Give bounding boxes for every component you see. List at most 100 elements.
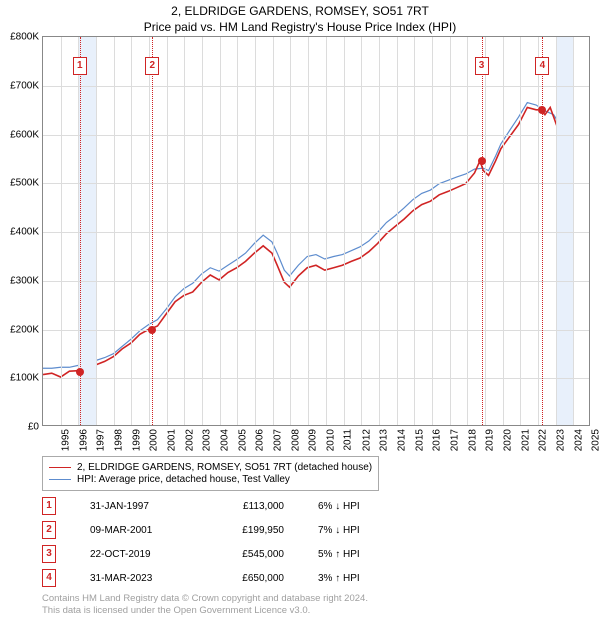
event-vline [542, 37, 543, 425]
gridline-v [344, 37, 345, 425]
ytick-label: £600K [10, 129, 39, 140]
gridline-v [538, 37, 539, 425]
gridline-v [414, 37, 415, 425]
xtick-label: 1999 [131, 429, 142, 451]
gridline-v [308, 37, 309, 425]
event-marker: 4 [535, 57, 549, 75]
title-line2: Price paid vs. HM Land Registry's House … [0, 20, 600, 34]
table-pct: 3% ↑ HPI [318, 573, 398, 584]
gridline-v [379, 37, 380, 425]
xtick-label: 1996 [78, 429, 89, 451]
gridline-v [220, 37, 221, 425]
series-subject [43, 107, 564, 377]
xtick-label: 2009 [308, 429, 319, 451]
xtick-label: 2015 [414, 429, 425, 451]
ytick-label: £300K [10, 275, 39, 286]
table-pct: 5% ↑ HPI [318, 549, 398, 560]
gridline-v [397, 37, 398, 425]
xtick-label: 2003 [202, 429, 213, 451]
xtick-label: 2011 [342, 429, 353, 451]
xtick-label: 2019 [485, 429, 496, 451]
gridline-v [114, 37, 115, 425]
title-line1: 2, ELDRIDGE GARDENS, ROMSEY, SO51 7RT [0, 4, 600, 18]
event-point [478, 157, 486, 165]
footer: Contains HM Land Registry data © Crown c… [42, 593, 590, 617]
xtick-label: 2010 [325, 429, 336, 451]
xtick-label: 2006 [255, 429, 266, 451]
chart-band [78, 37, 96, 425]
gridline-v [326, 37, 327, 425]
ytick-label: £800K [10, 32, 39, 43]
gridline-h [43, 232, 589, 233]
xtick-label: 2004 [219, 429, 230, 451]
gridline-v [432, 37, 433, 425]
gridline-v [556, 37, 557, 425]
ytick-label: £700K [10, 80, 39, 91]
xtick-label: 2024 [573, 429, 584, 451]
xtick-label: 2012 [361, 429, 372, 451]
event-point [76, 368, 84, 376]
xtick-label: 2008 [290, 429, 301, 451]
gridline-h [43, 330, 589, 331]
chart-area: £0£100K£200K£300K£400K£500K£600K£700K£80… [42, 36, 590, 426]
table-marker: 4 [42, 569, 56, 587]
event-vline [482, 37, 483, 425]
table-date: 22-OCT-2019 [90, 549, 180, 560]
gridline-v [96, 37, 97, 425]
legend: 2, ELDRIDGE GARDENS, ROMSEY, SO51 7RT (d… [42, 456, 379, 491]
table-pct: 7% ↓ HPI [318, 525, 398, 536]
legend-swatch [49, 479, 71, 480]
ytick-label: £0 [28, 422, 39, 433]
legend-label: HPI: Average price, detached house, Test… [77, 474, 290, 485]
table-marker: 1 [42, 497, 56, 515]
table-row: 209-MAR-2001£199,9507% ↓ HPI [42, 521, 590, 539]
xtick-label: 2016 [431, 429, 442, 451]
gridline-v [255, 37, 256, 425]
gridline-h [43, 135, 589, 136]
xtick-label: 2000 [149, 429, 160, 451]
legend-item: HPI: Average price, detached house, Test… [49, 474, 372, 485]
gridline-h [43, 281, 589, 282]
ytick-label: £500K [10, 178, 39, 189]
legend-label: 2, ELDRIDGE GARDENS, ROMSEY, SO51 7RT (d… [77, 462, 372, 473]
xtick-label: 1995 [60, 429, 71, 451]
xtick-label: 2021 [520, 429, 531, 451]
xtick-label: 2013 [378, 429, 389, 451]
event-marker: 2 [145, 57, 159, 75]
event-marker: 3 [475, 57, 489, 75]
xtick-label: 2018 [467, 429, 478, 451]
gridline-v [450, 37, 451, 425]
table-row: 322-OCT-2019£545,0005% ↑ HPI [42, 545, 590, 563]
table-price: £545,000 [214, 549, 284, 560]
gridline-v [467, 37, 468, 425]
chart-container: 2, ELDRIDGE GARDENS, ROMSEY, SO51 7RT Pr… [0, 0, 600, 617]
chart-band [556, 37, 574, 425]
gridline-v [184, 37, 185, 425]
gridline-h [43, 378, 589, 379]
table-pct: 6% ↓ HPI [318, 501, 398, 512]
ytick-label: £100K [10, 373, 39, 384]
events-table: 131-JAN-1997£113,0006% ↓ HPI209-MAR-2001… [42, 497, 590, 587]
table-marker: 2 [42, 521, 56, 539]
event-marker: 1 [73, 57, 87, 75]
xtick-label: 2014 [396, 429, 407, 451]
gridline-v [361, 37, 362, 425]
ytick-label: £200K [10, 324, 39, 335]
xtick-label: 2002 [184, 429, 195, 451]
legend-swatch [49, 467, 71, 468]
event-point [538, 106, 546, 114]
xtick-label: 2025 [591, 429, 600, 451]
xtick-label: 2020 [502, 429, 513, 451]
event-vline [152, 37, 153, 425]
xtick-label: 2005 [237, 429, 248, 451]
xtick-label: 2007 [272, 429, 283, 451]
gridline-v [485, 37, 486, 425]
gridline-v [290, 37, 291, 425]
gridline-h [43, 183, 589, 184]
gridline-h [43, 86, 589, 87]
gridline-v [520, 37, 521, 425]
xtick-label: 2022 [538, 429, 549, 451]
xtick-label: 2017 [449, 429, 460, 451]
gridline-v [237, 37, 238, 425]
ytick-label: £400K [10, 227, 39, 238]
